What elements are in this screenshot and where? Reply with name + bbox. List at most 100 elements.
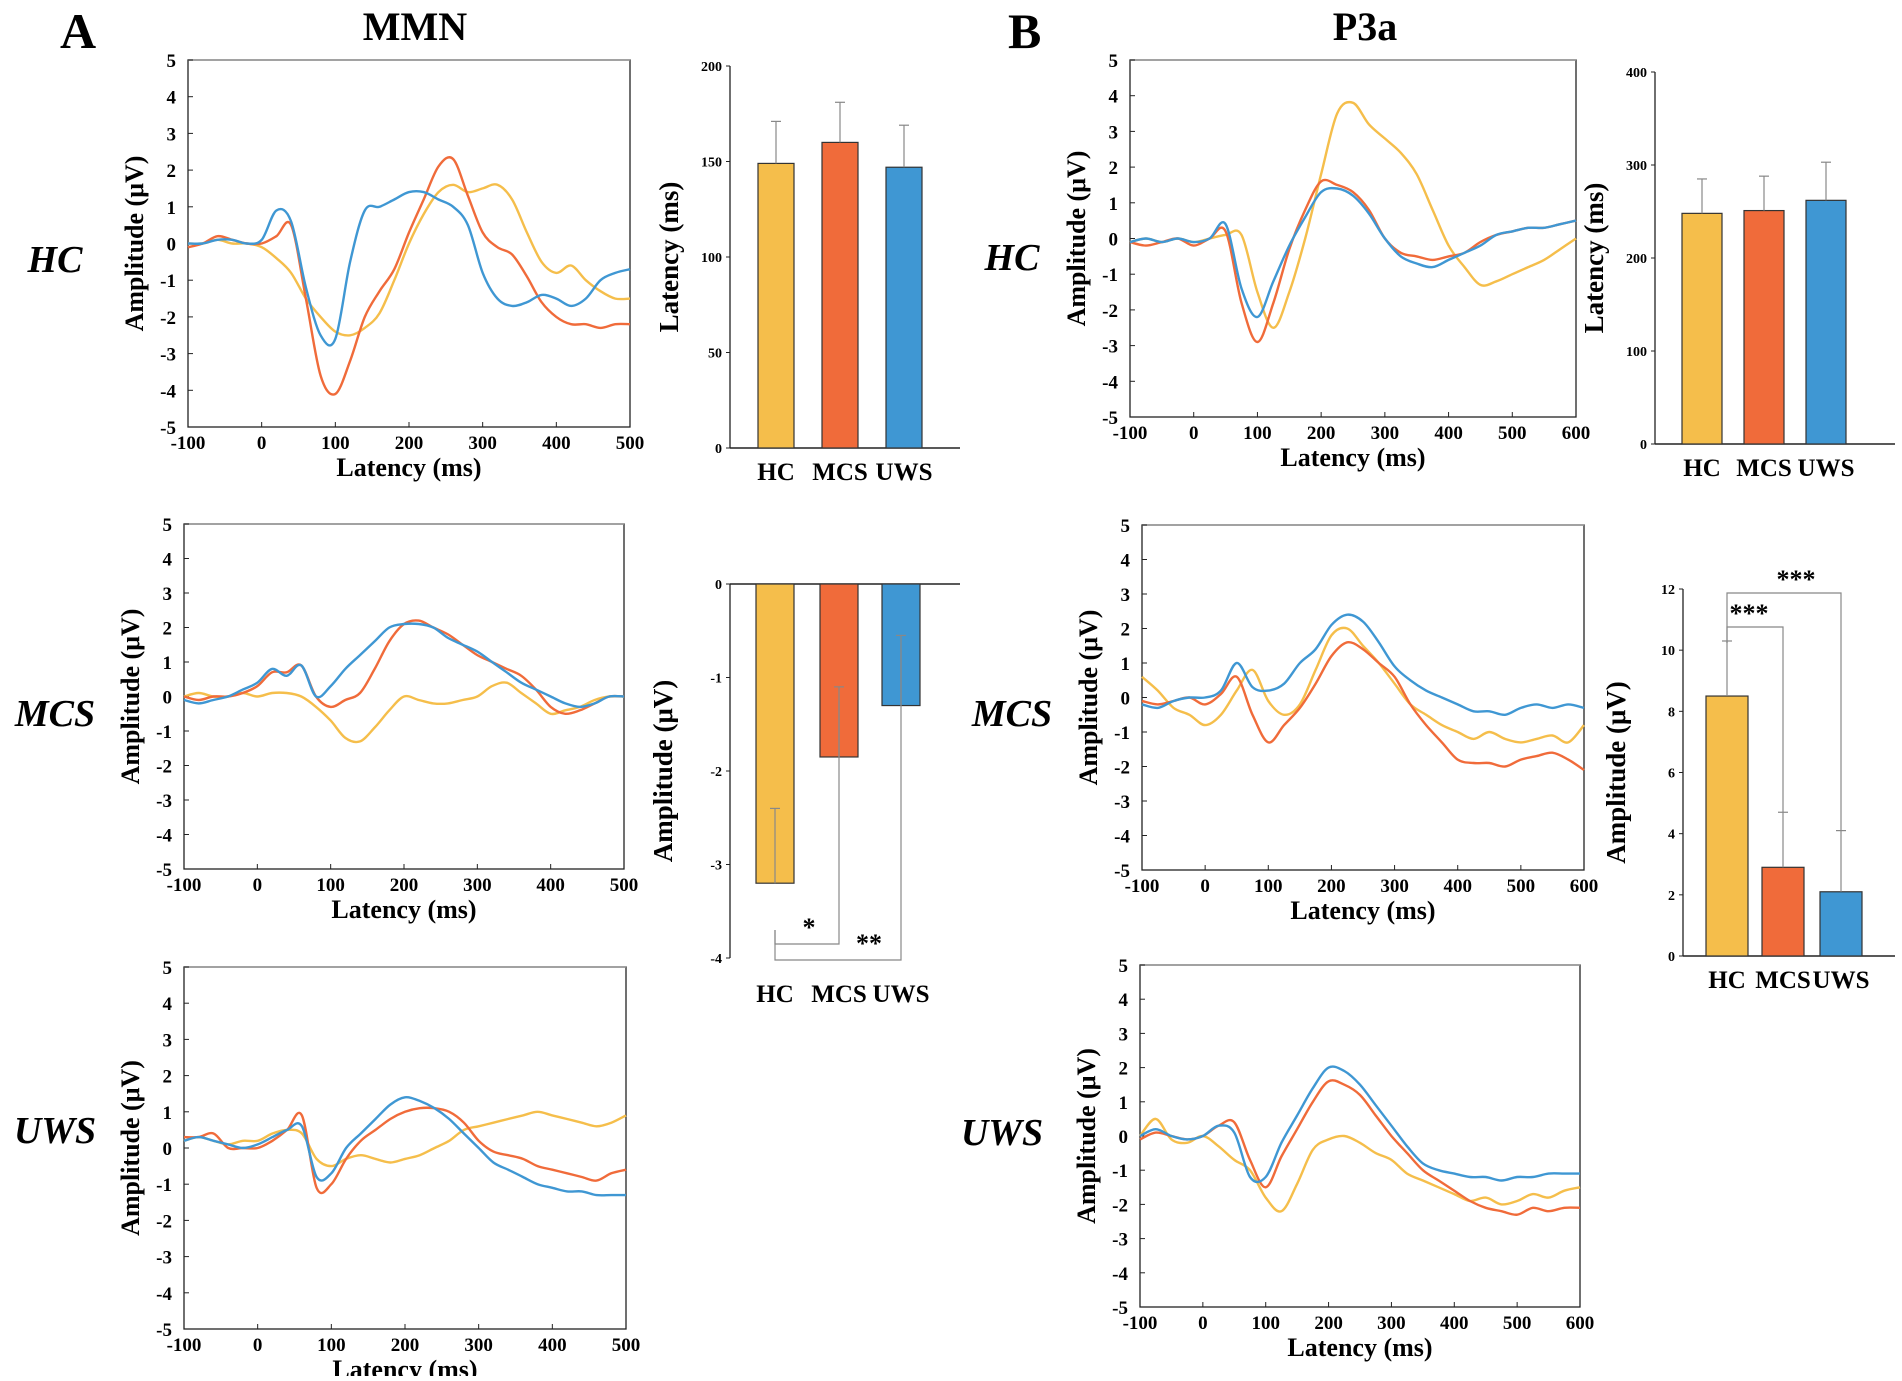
y-tick-label: -1 (156, 722, 172, 743)
y-tick-label: -4 (710, 952, 722, 967)
category-label-mcs: MCS (812, 459, 868, 486)
series-line-uws (187, 190, 631, 347)
series-line-uws (1139, 1065, 1580, 1184)
bar-hc (757, 162, 795, 449)
x-tick-label: 0 (1189, 423, 1199, 444)
y-tick-label: -4 (156, 1284, 172, 1305)
x-tick-label: 300 (1377, 1313, 1406, 1334)
series-line-mcs (1139, 1079, 1581, 1216)
category-label-hc: HC (1708, 967, 1746, 994)
x-tick-label: 100 (317, 1335, 346, 1356)
panel-letter-a: A (60, 3, 96, 59)
x-tick-label: 500 (616, 433, 645, 454)
x-tick-label: -100 (1113, 423, 1148, 444)
y-tick-label: 2 (1668, 889, 1675, 904)
mmn-uws-erp-chart: 5 4 3 2 1 0 -1 -2 -3 -4 -5-100 0 100 200 300 400 500 Late… (116, 958, 640, 1381)
y-tick-label: -3 (1114, 792, 1130, 813)
y-tick-label: -5 (156, 1320, 172, 1341)
y-axis-label: Amplitude (μV) (116, 609, 145, 785)
x-tick-label: 200 (1317, 876, 1346, 897)
series-line-mcs (187, 156, 631, 396)
y-tick-label: 5 (1121, 516, 1131, 537)
y-axis-label: Amplitude (μV) (1072, 1048, 1101, 1224)
y-tick-label: -1 (1112, 1161, 1128, 1182)
y-tick-label: 0 (1119, 1127, 1129, 1148)
x-tick-label: 600 (1562, 423, 1591, 444)
y-tick-label: 2 (163, 619, 173, 640)
y-tick-label: 0 (1668, 950, 1675, 965)
p3a-latency-bar-chart: 0 100 200 300 400 HC MCS UWS Latency (ms) (1579, 66, 1895, 482)
y-tick-label: 0 (1109, 230, 1119, 251)
y-tick-label: -3 (156, 791, 172, 812)
significance-stars: *** (1777, 565, 1816, 594)
y-tick-label: 200 (1626, 252, 1647, 267)
y-tick-label: -3 (710, 859, 722, 874)
category-label-mcs: MCS (811, 981, 867, 1008)
x-axis-label: Latency (ms) (1287, 1333, 1432, 1362)
y-tick-label: -4 (160, 381, 176, 402)
y-tick-label: 400 (1626, 66, 1647, 81)
y-tick-label: 2 (1121, 620, 1131, 641)
category-label-mcs: MCS (1755, 967, 1811, 994)
y-tick-label: -1 (156, 1175, 172, 1196)
category-label-uws: UWS (873, 981, 930, 1008)
x-tick-label: -100 (1125, 876, 1160, 897)
y-tick-label: 300 (1626, 159, 1647, 174)
x-tick-label: 0 (253, 1335, 263, 1356)
y-tick-label: -3 (1112, 1230, 1128, 1251)
series-line-uws (183, 622, 625, 709)
x-tick-label: 200 (1314, 1313, 1343, 1334)
mmn-hc-erp-chart: 5 4 3 2 1 0 -1 -2 -3 -4 -5-100 0 100 200 300 400 500 Late… (120, 51, 644, 482)
plot-frame (1129, 59, 1577, 418)
series-line-uws (1129, 186, 1577, 319)
p3a-hc-erp-chart: 5 4 3 2 1 0 -1 -2 -3 -4 -5-100 0 100 200 300 400 500 600 L… (1062, 51, 1590, 472)
series-line-hc (1141, 626, 1585, 744)
y-tick-label: -3 (160, 345, 176, 366)
significance-stars: ** (856, 929, 882, 958)
y-tick-label: 0 (1121, 689, 1131, 710)
x-tick-label: -100 (1123, 1313, 1158, 1334)
y-tick-label: 3 (1121, 585, 1131, 606)
x-tick-label: 400 (536, 875, 565, 896)
y-tick-label: -2 (710, 765, 722, 780)
x-axis-label: Latency (ms) (332, 1355, 477, 1376)
x-tick-label: 100 (321, 433, 350, 454)
panel-title-mmn: MMN (363, 4, 468, 49)
category-label-hc: HC (757, 459, 795, 486)
bar-mcs (1761, 866, 1805, 957)
x-tick-label: -100 (167, 875, 202, 896)
x-tick-label: 100 (1251, 1313, 1280, 1334)
y-tick-label: 0 (163, 688, 173, 709)
y-tick-label: 0 (715, 578, 722, 593)
p3a-mcs-erp-chart: 5 4 3 2 1 0 -1 -2 -3 -4 -5-100 0 100 200 300 400 500 600 L… (1074, 516, 1598, 925)
significance-stars: *** (1730, 599, 1769, 628)
y-tick-label: -2 (1102, 301, 1118, 322)
x-tick-label: 200 (390, 875, 419, 896)
y-tick-label: -5 (156, 860, 172, 881)
x-tick-label: 100 (1243, 423, 1272, 444)
category-label-uws: UWS (876, 459, 933, 486)
x-tick-label: -100 (167, 1335, 202, 1356)
x-tick-label: 200 (395, 433, 424, 454)
bar-uws (885, 166, 923, 449)
y-axis-label: Amplitude (μV) (1074, 610, 1103, 786)
y-tick-label: -1 (160, 271, 176, 292)
x-tick-label: -100 (171, 433, 206, 454)
x-tick-label: 300 (463, 875, 492, 896)
y-tick-label: -1 (1114, 723, 1130, 744)
y-tick-label: 0 (167, 235, 177, 256)
category-label-hc: HC (756, 981, 794, 1008)
y-axis-label: Latency (ms) (654, 182, 684, 333)
y-axis-label: Latency (ms) (1579, 183, 1609, 334)
series-line-hc (183, 1110, 627, 1168)
y-tick-label: 4 (163, 994, 173, 1015)
y-tick-label: -2 (1112, 1195, 1128, 1216)
row-label-hc-b: HC (984, 237, 1041, 279)
y-tick-label: 50 (708, 347, 722, 362)
bar-uws (1805, 199, 1847, 445)
series-line-uws (1141, 613, 1585, 717)
series-line-hc (183, 681, 625, 744)
panel-title-p3a: P3a (1333, 4, 1397, 49)
x-axis-label: Latency (ms) (1290, 896, 1435, 925)
